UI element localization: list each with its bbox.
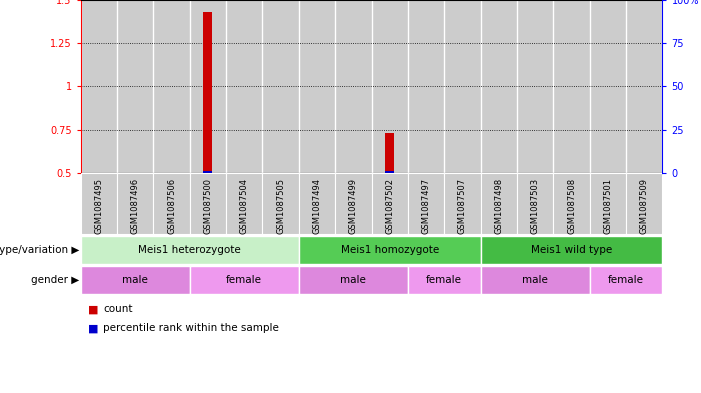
- Bar: [81, 0, 117, 173]
- Bar: [408, 0, 444, 173]
- Bar: [590, 173, 626, 234]
- Text: GSM1087498: GSM1087498: [494, 178, 503, 234]
- Text: female: female: [226, 275, 262, 285]
- Text: percentile rank within the sample: percentile rank within the sample: [103, 323, 279, 333]
- Bar: [481, 236, 662, 264]
- Bar: [262, 0, 299, 173]
- Text: GSM1087496: GSM1087496: [130, 178, 139, 234]
- Text: Meis1 wild type: Meis1 wild type: [531, 245, 612, 255]
- Text: Meis1 heterozygote: Meis1 heterozygote: [138, 245, 241, 255]
- Bar: [81, 266, 190, 294]
- Bar: [372, 0, 408, 173]
- Bar: [481, 173, 517, 234]
- Text: genotype/variation ▶: genotype/variation ▶: [0, 245, 79, 255]
- Text: GSM1087495: GSM1087495: [95, 178, 103, 234]
- Text: GSM1087508: GSM1087508: [567, 178, 576, 234]
- Text: GSM1087500: GSM1087500: [203, 178, 212, 234]
- Bar: [190, 173, 226, 234]
- Bar: [590, 266, 662, 294]
- Text: GSM1087504: GSM1087504: [240, 178, 249, 234]
- Text: gender ▶: gender ▶: [31, 275, 79, 285]
- Bar: [517, 173, 553, 234]
- Text: GSM1087506: GSM1087506: [167, 178, 176, 234]
- Bar: [408, 173, 444, 234]
- Bar: [299, 266, 408, 294]
- Bar: [190, 266, 299, 294]
- Bar: [626, 0, 662, 173]
- Bar: [154, 173, 190, 234]
- Bar: [117, 173, 154, 234]
- Bar: [81, 173, 117, 234]
- Bar: [444, 173, 481, 234]
- Text: GSM1087509: GSM1087509: [640, 178, 648, 234]
- Text: male: male: [122, 275, 148, 285]
- Text: Meis1 homozygote: Meis1 homozygote: [341, 245, 439, 255]
- Bar: [590, 0, 626, 173]
- Text: ■: ■: [88, 304, 98, 314]
- Bar: [226, 0, 262, 173]
- Text: female: female: [426, 275, 462, 285]
- Bar: [481, 266, 590, 294]
- Bar: [262, 173, 299, 234]
- Bar: [444, 0, 481, 173]
- Text: GSM1087507: GSM1087507: [458, 178, 467, 234]
- Bar: [481, 0, 517, 173]
- Text: count: count: [103, 304, 132, 314]
- Bar: [553, 0, 590, 173]
- Text: ■: ■: [88, 323, 98, 333]
- Bar: [385, 171, 394, 173]
- Bar: [335, 0, 372, 173]
- Bar: [517, 0, 553, 173]
- Bar: [117, 0, 154, 173]
- Bar: [154, 0, 190, 173]
- Text: GSM1087503: GSM1087503: [531, 178, 540, 234]
- Text: GSM1087505: GSM1087505: [276, 178, 285, 234]
- Bar: [553, 173, 590, 234]
- Bar: [203, 12, 212, 173]
- Text: GSM1087501: GSM1087501: [604, 178, 613, 234]
- Text: male: male: [522, 275, 548, 285]
- Text: male: male: [341, 275, 367, 285]
- Text: female: female: [608, 275, 644, 285]
- Text: GSM1087499: GSM1087499: [349, 178, 358, 234]
- Bar: [408, 266, 481, 294]
- Text: GSM1087502: GSM1087502: [386, 178, 394, 234]
- Bar: [203, 171, 212, 173]
- Bar: [299, 173, 335, 234]
- Text: GSM1087497: GSM1087497: [421, 178, 430, 234]
- Bar: [372, 173, 408, 234]
- Bar: [335, 173, 372, 234]
- Bar: [626, 173, 662, 234]
- Bar: [385, 133, 394, 173]
- Bar: [299, 0, 335, 173]
- Bar: [226, 173, 262, 234]
- Bar: [299, 236, 481, 264]
- Bar: [81, 236, 299, 264]
- Text: GSM1087494: GSM1087494: [313, 178, 322, 234]
- Bar: [190, 0, 226, 173]
